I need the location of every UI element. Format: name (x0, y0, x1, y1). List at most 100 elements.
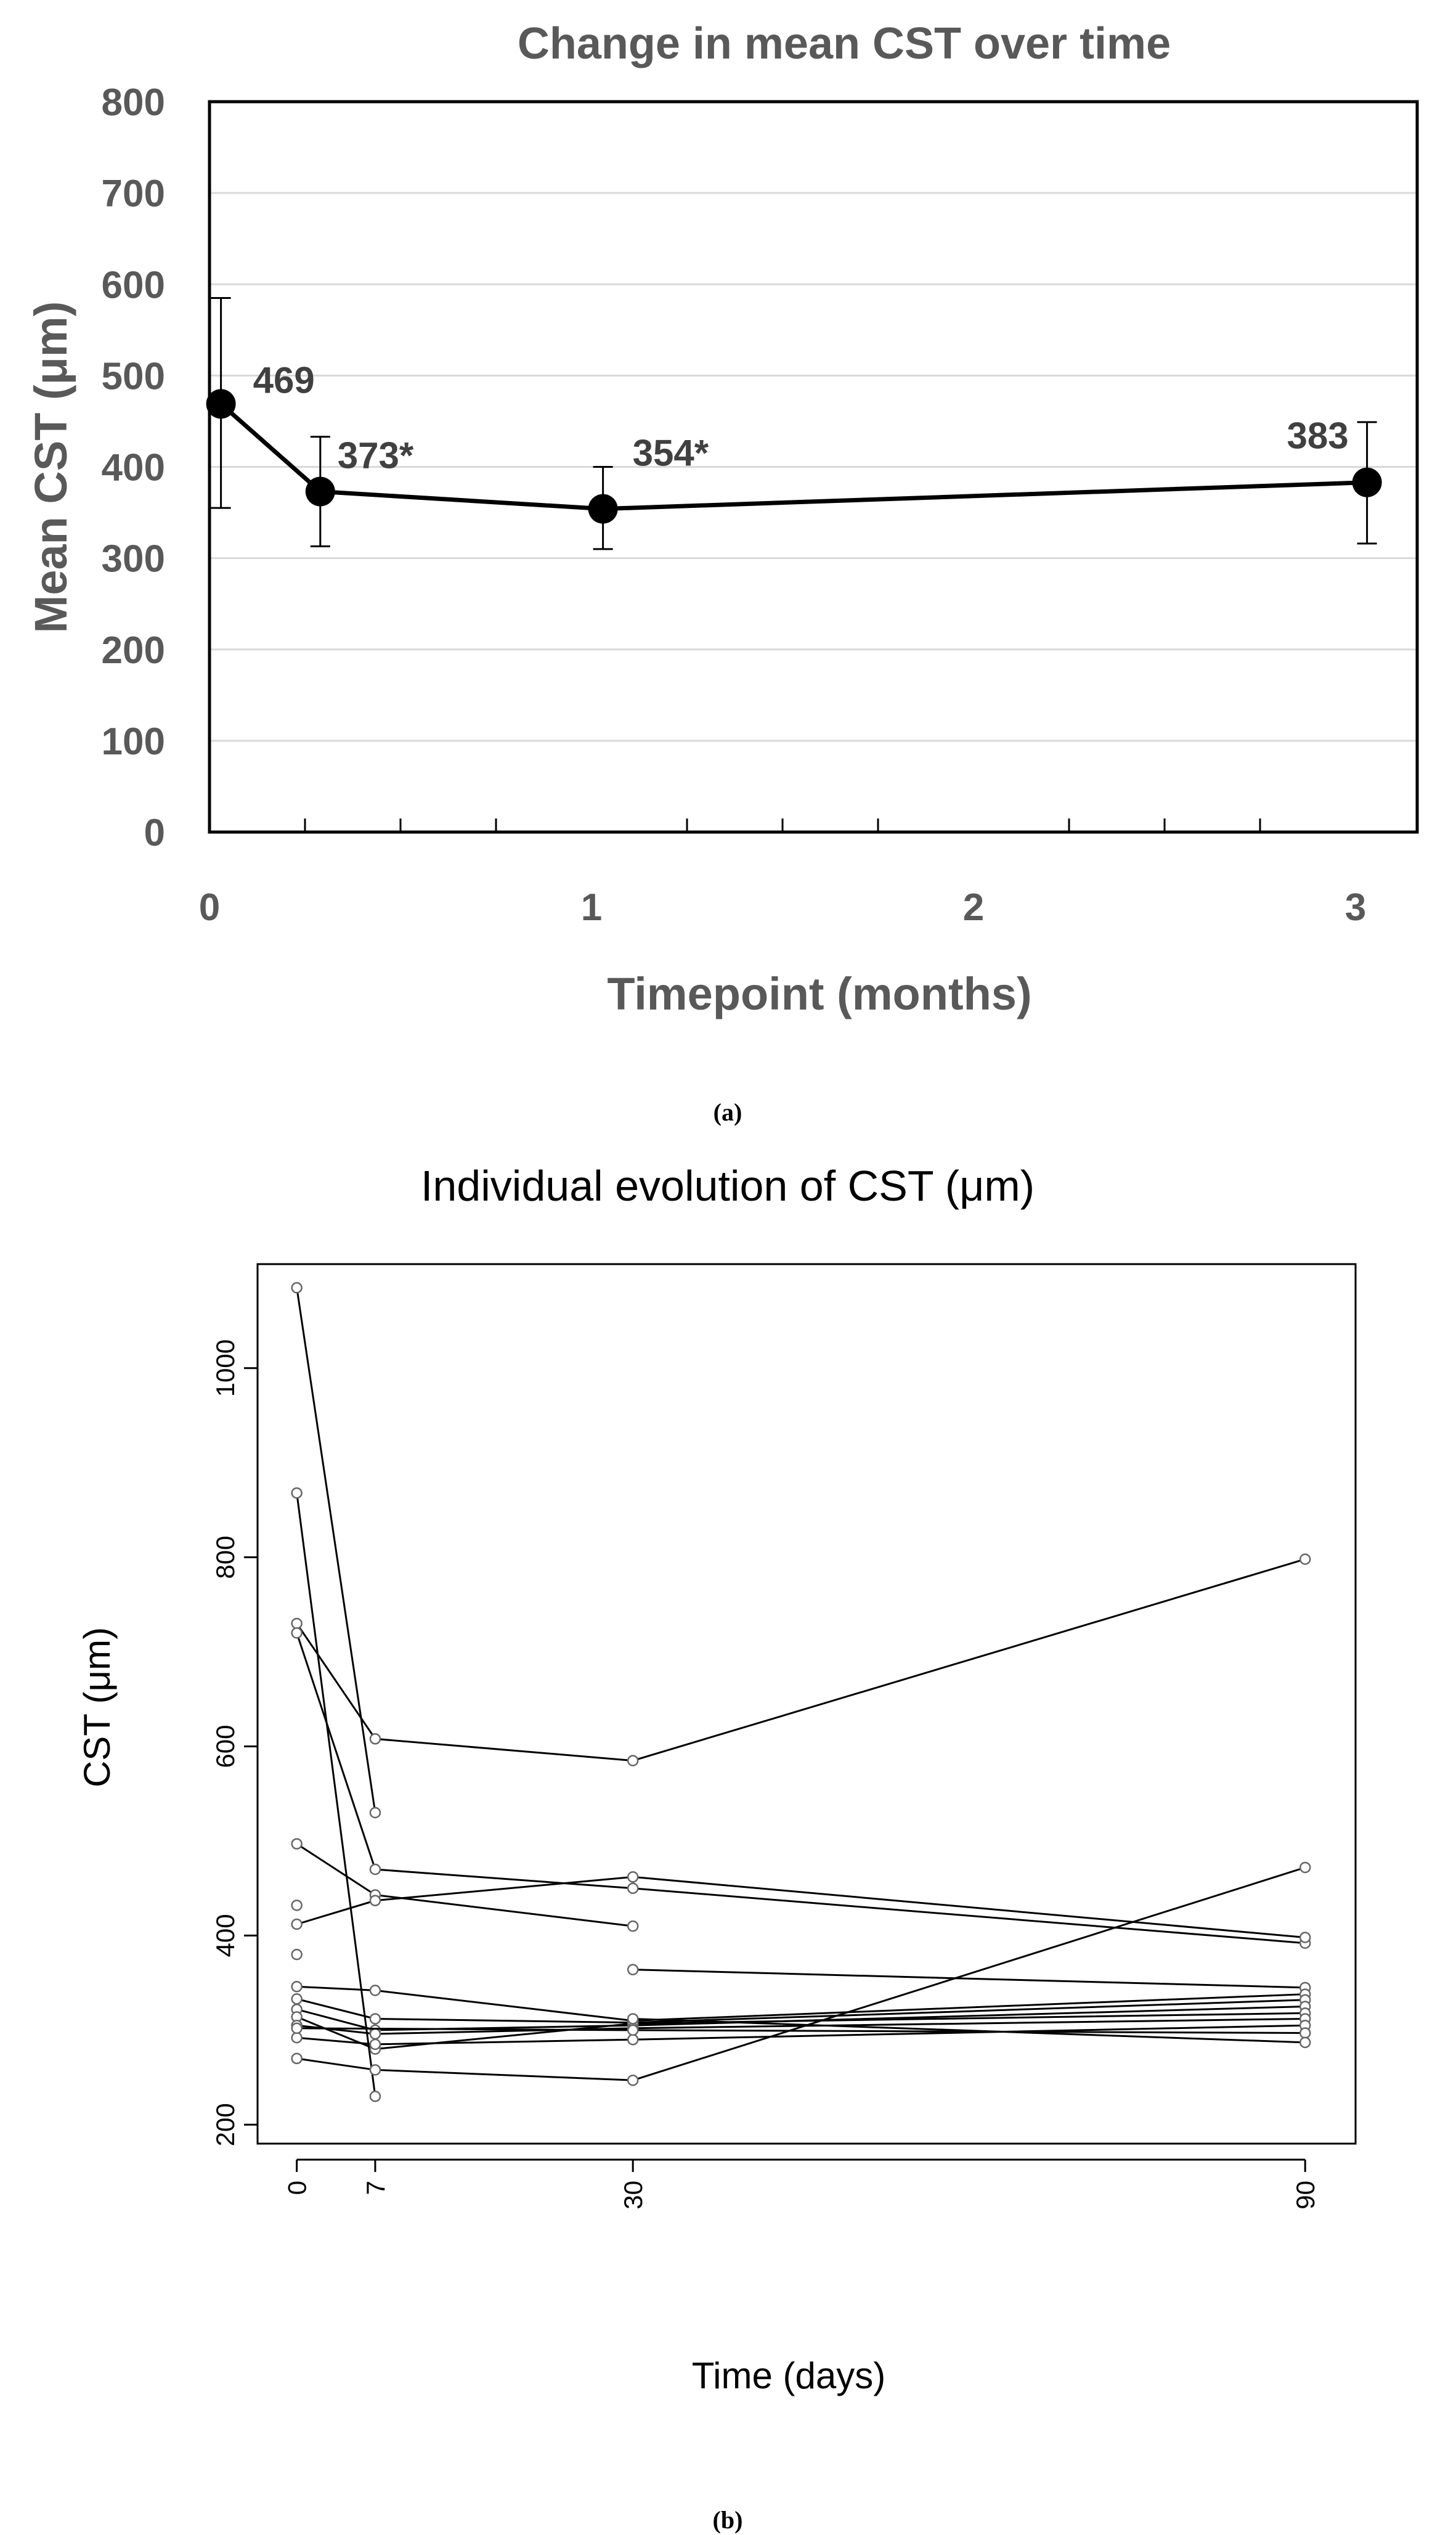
chart-a-x-tick-labels: 0 1 2 3 (199, 886, 1366, 929)
chart-b-point (627, 1964, 639, 1975)
chart-b-series-line-4 (296, 1632, 1306, 1945)
chart-a-title: Change in mean CST over time (518, 19, 1171, 68)
chart-b-point (291, 1981, 303, 1993)
chart-a-point-1 (305, 476, 335, 507)
chart-b-point (627, 2013, 639, 2025)
chart-a-data-label-2: 354* (633, 433, 709, 474)
chart-b-series-line-13 (296, 2012, 1306, 2051)
chart-a-series-line (219, 402, 1367, 512)
chart-b-point (291, 1282, 303, 1294)
chart-a-series: 469 373* 354* 383 (206, 296, 1382, 550)
chart-b-y-axis: 200 400 600 800 1000 (211, 1339, 258, 2146)
chart-b-x-axis: 0 7 30 90 (283, 2158, 1320, 2210)
chart-a-point-3 (1352, 467, 1382, 497)
chart-b-individual-cst: Individual evolution of CST (μm) 200 400 6… (76, 1162, 1357, 2534)
chart-b-point (1299, 1861, 1311, 1874)
chart-b-point (291, 1487, 303, 1499)
chart-b-x-tick-7: 7 (361, 2181, 390, 2195)
chart-b-point (291, 1838, 303, 1850)
chart-a-y-tick-400: 400 (102, 447, 165, 489)
chart-b-point (369, 1895, 381, 1906)
chart-b-point (627, 1882, 639, 1894)
chart-b-series-line-18 (633, 2017, 1306, 2044)
chart-a-y-tick-700: 700 (102, 173, 165, 215)
chart-b-point (369, 1863, 381, 1876)
chart-b-x-tick-90: 90 (1291, 2181, 1320, 2210)
chart-a-data-label-0: 469 (253, 359, 315, 401)
chart-b-point (369, 2013, 381, 2025)
chart-b-point (627, 1920, 639, 1932)
chart-b-y-tick-400: 400 (211, 1914, 240, 1957)
chart-b-caption: (b) (713, 2506, 743, 2534)
chart-b-series-line-12 (296, 2006, 1306, 2031)
chart-b-point (1299, 2027, 1311, 2039)
chart-a-x-tick-2: 2 (963, 886, 984, 929)
chart-b-series-line-1 (296, 1288, 376, 1813)
chart-a-gridlines (209, 192, 1417, 742)
chart-b-point (291, 2052, 303, 2065)
chart-b-y-tick-1000: 1000 (211, 1339, 240, 1397)
chart-b-point (627, 2024, 639, 2036)
chart-b-series-line-2 (296, 1493, 376, 2097)
chart-b-point (369, 2091, 381, 2102)
chart-b-y-tick-200: 200 (211, 2103, 240, 2146)
chart-b-series-line-3 (296, 1558, 1306, 1762)
chart-b-point (291, 1918, 303, 1930)
chart-b-y-tick-600: 600 (211, 1725, 240, 1768)
chart-b-point (627, 1871, 639, 1883)
chart-a-y-tick-600: 600 (102, 264, 165, 306)
chart-a-y-tick-200: 200 (102, 629, 165, 672)
chart-b-point (369, 2038, 381, 2051)
chart-a-y-tick-0: 0 (144, 812, 165, 854)
chart-b-point (1299, 2036, 1311, 2049)
chart-b-series-line-10 (296, 1985, 1306, 2022)
chart-b-point (291, 1993, 303, 2005)
chart-a-point-2 (588, 494, 618, 524)
chart-b-point (627, 2033, 639, 2046)
chart-a-y-tick-300: 300 (102, 538, 165, 581)
chart-b-x-tick-30: 30 (619, 2181, 648, 2210)
chart-b-y-tick-800: 800 (211, 1536, 240, 1579)
chart-b-y-axis-label: CST (μm) (76, 1627, 118, 1787)
chart-b-series (291, 1282, 1311, 2102)
chart-b-point (369, 2028, 381, 2040)
chart-a-data-label-1: 373* (338, 435, 414, 476)
chart-b-plot-frame (256, 1263, 1357, 2145)
chart-b-point (291, 2031, 303, 2044)
chart-b-series-line-17 (296, 1866, 1306, 2081)
chart-b-point (291, 1627, 303, 1639)
chart-a-y-tick-100: 100 (102, 720, 165, 763)
chart-b-point (291, 1900, 303, 1911)
chart-b-x-axis-label: Time (days) (692, 2355, 885, 2396)
chart-b-series-line-6 (296, 1876, 1306, 1938)
chart-b-point (627, 1755, 639, 1766)
chart-a-x-minor-ticks (304, 818, 1261, 832)
chart-b-point (1299, 1932, 1311, 1943)
chart-a-plot-frame (208, 100, 1419, 834)
chart-b-point (369, 1985, 381, 1996)
chart-a-y-tick-800: 800 (102, 81, 165, 124)
chart-b-x-tick-0: 0 (283, 2181, 312, 2195)
chart-b-point (369, 1806, 381, 1819)
chart-a-x-tick-3: 3 (1345, 886, 1366, 929)
chart-a-caption: (a) (714, 1098, 742, 1126)
chart-b-series-line-11 (296, 1998, 1306, 2024)
chart-a-x-tick-1: 1 (581, 886, 602, 929)
chart-b-series-line-9 (633, 1969, 1306, 1989)
chart-b-point (291, 1948, 303, 1961)
chart-b-title: Individual evolution of CST (μm) (421, 1162, 1035, 1210)
chart-b-point (369, 1733, 381, 1745)
chart-b-point (1299, 1553, 1311, 1565)
chart-b-point (291, 1617, 303, 1630)
chart-a-y-axis-label: Mean CST (μm) (25, 301, 76, 634)
chart-a-point-0 (206, 389, 236, 419)
chart-b-point (291, 2022, 303, 2035)
chart-b-point (627, 2074, 639, 2086)
chart-a-x-axis-label: Timepoint (months) (607, 968, 1031, 1019)
chart-a-x-tick-0: 0 (199, 886, 220, 929)
chart-b-point (369, 2064, 381, 2076)
chart-a-mean-cst: Change in mean CST over time 0 100 200 300 4… (25, 19, 1419, 1126)
chart-a-data-label-3: 383 (1287, 415, 1348, 457)
chart-a-y-tick-labels: 0 100 200 300 400 500 600 700 800 (102, 81, 165, 854)
chart-a-y-tick-500: 500 (102, 355, 165, 398)
